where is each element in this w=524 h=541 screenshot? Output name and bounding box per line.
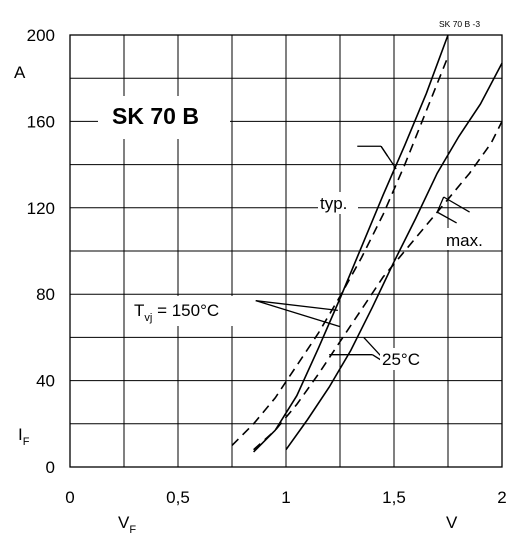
y-tick-label: 160 xyxy=(27,112,55,131)
title-box xyxy=(98,96,230,139)
y-tick-label: 0 xyxy=(46,458,55,477)
chart-title: SK 70 B xyxy=(112,103,199,129)
y-axis-label-sub: F xyxy=(23,436,30,448)
label-bg-tvj xyxy=(130,296,254,326)
x-tick-label: 2 xyxy=(497,488,506,507)
y-unit: A xyxy=(14,63,26,82)
y-tick-label: 40 xyxy=(36,372,55,391)
annotation-typ: typ. xyxy=(320,194,347,213)
annotation-tvj: Tvj = 150°C xyxy=(134,301,219,324)
leader-line xyxy=(436,196,445,213)
max-curve xyxy=(253,121,503,451)
y-axis-label: IF xyxy=(18,425,30,448)
grid xyxy=(70,35,502,467)
leader-line xyxy=(443,196,470,213)
leader-line xyxy=(436,211,457,224)
plot-frame xyxy=(69,34,503,468)
y-tick-label: 120 xyxy=(27,199,55,218)
x-tick-label: 1 xyxy=(281,488,290,507)
y-tick-label: 80 xyxy=(36,285,55,304)
annotation-tvj-sub: vj xyxy=(144,312,152,324)
x-axis-label: VF xyxy=(118,513,136,536)
y-axis-label-main: I xyxy=(18,425,23,444)
annotation-max: max. xyxy=(446,231,483,250)
leader-line xyxy=(380,145,397,170)
label-bg-typ xyxy=(318,192,358,214)
x-axis-label-sub: F xyxy=(129,524,136,536)
y-tick-label: 200 xyxy=(27,26,55,45)
max-curve xyxy=(231,56,449,446)
x-tick-labels: 0 0,5 1 1,5 2 xyxy=(65,488,506,507)
x-tick-label: 0,5 xyxy=(166,488,190,507)
chart-reference: SK 70 B -3 xyxy=(439,19,480,29)
annotation-leaders xyxy=(255,145,470,367)
typ-curve xyxy=(285,62,503,451)
x-axis-label-main: V xyxy=(118,513,130,532)
label-bg-25c xyxy=(380,348,432,370)
label-bg-max xyxy=(444,228,492,250)
annotation-tvj-rest: = 150°C xyxy=(152,301,219,320)
annotation-tvj-main: T xyxy=(134,301,144,320)
annotation-25c: 25°C xyxy=(382,350,420,369)
curves xyxy=(231,34,503,453)
x-unit: V xyxy=(446,513,458,532)
typ-curve xyxy=(253,34,449,453)
x-tick-label: 1,5 xyxy=(382,488,406,507)
leader-line xyxy=(255,300,338,312)
y-tick-labels: 0 40 80 120 160 200 xyxy=(27,26,55,477)
leader-line xyxy=(255,300,341,328)
x-tick-label: 0 xyxy=(65,488,74,507)
plot-border xyxy=(69,34,503,468)
